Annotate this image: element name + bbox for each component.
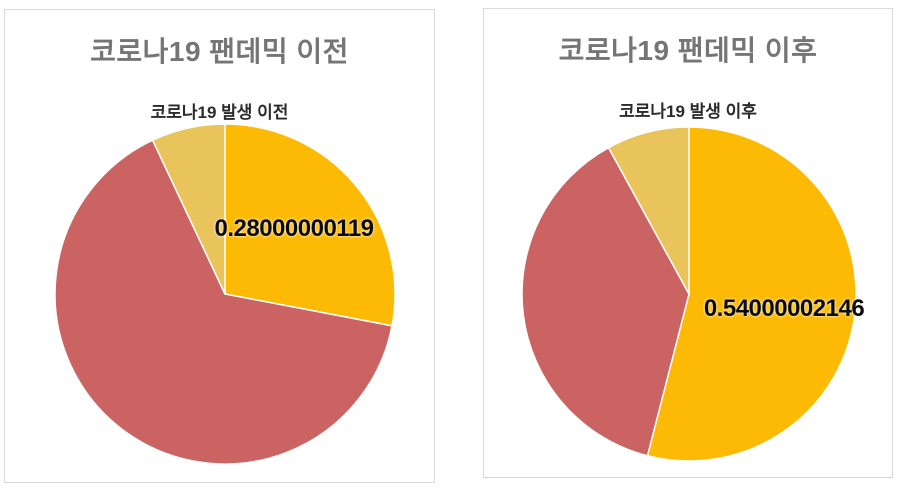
pie-slice-olive-segment	[151, 123, 226, 295]
pie-slice-olive-segment	[607, 126, 690, 295]
pie-slice-yellow-segment	[646, 126, 857, 462]
chart-card-after-pandemic: 코로나19 팬데믹 이후 코로나19 발생 이후 0.54000002146	[483, 8, 893, 478]
chart-title-before: 코로나19 팬데믹 이전	[90, 36, 349, 67]
chart-subtitle-before: 코로나19 발생 이전	[150, 103, 289, 122]
pie-slice-red-segment	[54, 139, 393, 465]
chart-title-after: 코로나19 팬데믹 이후	[558, 35, 818, 66]
pie-slice-red-segment	[521, 146, 690, 457]
pie-slice-yellow-segment	[224, 123, 396, 327]
chart-subtitle-after: 코로나19 발생 이후	[619, 102, 757, 121]
chart-card-before-pandemic: 코로나19 팬데믹 이전 코로나19 발생 이전 0.28000000119	[4, 9, 435, 483]
pie-value-label-before: 0.28000000119	[214, 215, 374, 242]
pie-chart-before	[54, 123, 396, 465]
pie-chart-after	[521, 126, 857, 462]
pie-value-label-after: 0.54000002146	[703, 295, 865, 322]
